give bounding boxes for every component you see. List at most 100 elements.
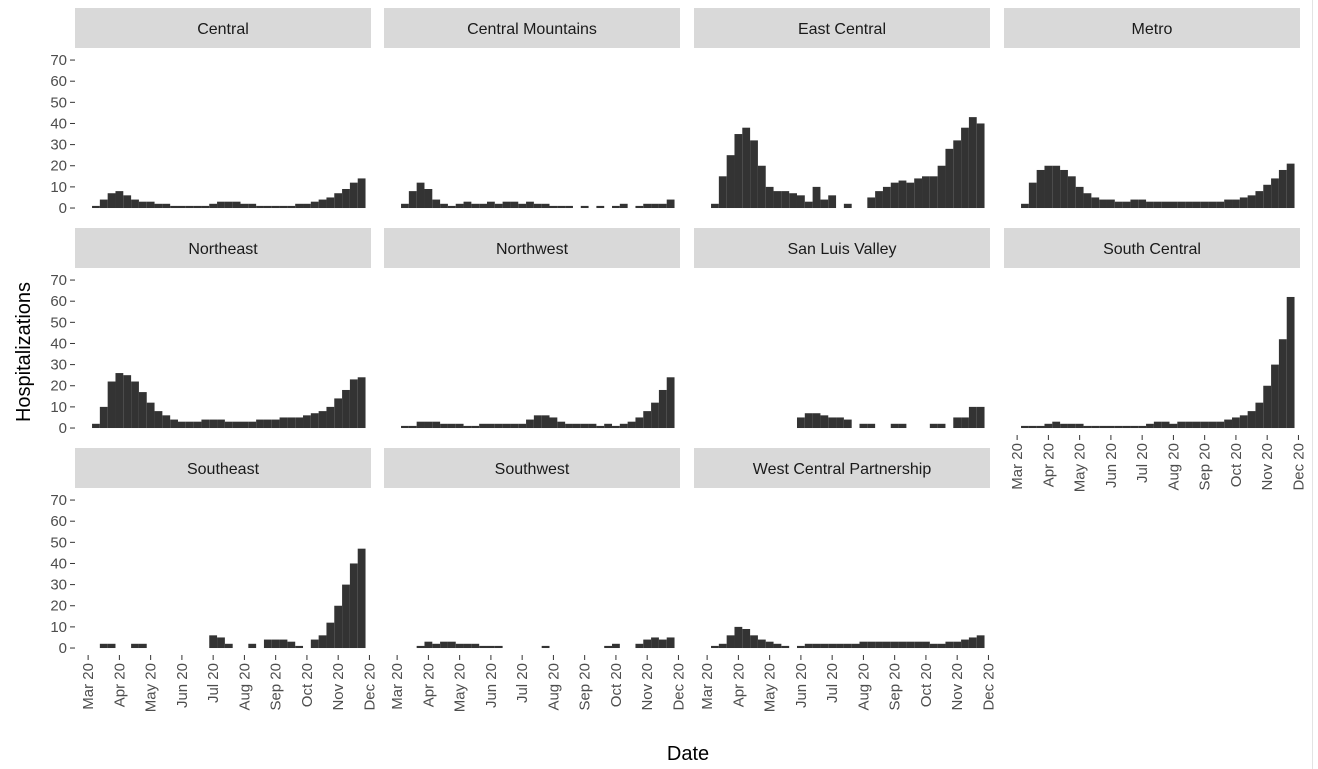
bar [867, 197, 876, 209]
bar [1083, 425, 1092, 429]
bar [342, 584, 350, 649]
bar [1192, 421, 1201, 429]
bar [1192, 201, 1201, 209]
bar [502, 423, 511, 429]
x-tick-label: May 20 [452, 663, 469, 712]
bar [287, 205, 296, 209]
bar [408, 425, 417, 429]
bar [263, 419, 272, 429]
x-tick-label: Oct 20 [918, 663, 935, 707]
bar [1091, 425, 1100, 429]
bar [263, 205, 272, 209]
x-tick-label: Sep 20 [577, 663, 594, 711]
bar [357, 548, 366, 649]
bar [651, 637, 659, 649]
bar [518, 203, 527, 209]
bar [131, 199, 139, 209]
bar [455, 643, 464, 649]
x-tick-label: Dec 20 [1290, 443, 1307, 491]
x-tick-label: Jun 20 [483, 663, 500, 708]
bar [217, 637, 225, 649]
bar [666, 199, 675, 209]
bar [432, 643, 441, 649]
x-tick-label: Dec 20 [670, 663, 687, 711]
bar [248, 643, 257, 649]
bar [1169, 423, 1178, 429]
bar [1114, 201, 1123, 209]
bar [726, 155, 735, 209]
bar [635, 205, 644, 209]
bar [99, 406, 108, 429]
bar [326, 406, 335, 429]
bar [303, 203, 311, 209]
bar [209, 203, 218, 209]
y-tick-label: 40 [50, 555, 67, 572]
bar [1114, 425, 1123, 429]
bar [240, 421, 249, 429]
bar [154, 411, 163, 429]
bar [357, 377, 366, 429]
bar [1122, 425, 1131, 429]
strip [694, 228, 990, 268]
bar [271, 419, 280, 429]
bar [447, 641, 456, 649]
x-tick-label: Apr 20 [111, 663, 128, 707]
bar [953, 140, 962, 209]
bar [115, 373, 124, 429]
bar [416, 421, 425, 429]
bar [812, 186, 821, 209]
y-tick-label: 70 [50, 272, 67, 289]
y-tick-label: 30 [50, 357, 67, 374]
x-tick-label: Nov 20 [330, 663, 347, 711]
y-axis-title: Hospitalizations [13, 282, 35, 422]
bar [518, 423, 527, 429]
bar [604, 645, 613, 649]
strip [694, 448, 990, 488]
y-tick-label: 20 [50, 158, 67, 175]
bar [953, 417, 962, 429]
bar [486, 423, 495, 429]
bar [1021, 425, 1029, 429]
bar [455, 203, 464, 209]
bar [890, 182, 899, 209]
bar [619, 203, 628, 209]
y-tick-label: 50 [50, 314, 67, 331]
bar [734, 134, 743, 209]
bar [1185, 201, 1193, 209]
bar [968, 637, 977, 649]
bar [224, 421, 233, 429]
bar [440, 203, 448, 209]
bar [1099, 425, 1107, 429]
bar [1060, 169, 1068, 209]
bar [279, 205, 288, 209]
bar [1122, 201, 1131, 209]
bar [510, 201, 519, 209]
bar [1239, 415, 1248, 429]
bar [937, 423, 946, 429]
bar [843, 643, 852, 649]
bar [486, 201, 495, 209]
bar [471, 425, 480, 429]
bar [1200, 201, 1209, 209]
bar [781, 191, 790, 209]
strip [1004, 228, 1300, 268]
bar [612, 205, 620, 209]
strip [75, 448, 371, 488]
y-tick-label: 50 [50, 94, 67, 111]
bar [1185, 421, 1193, 429]
bar [922, 641, 930, 649]
bar [557, 205, 566, 209]
bar [177, 205, 186, 209]
bar [138, 201, 147, 209]
bar [232, 421, 241, 429]
x-tick-label: Sep 20 [887, 663, 904, 711]
bar [773, 191, 782, 209]
bar [92, 205, 100, 209]
bar [318, 411, 327, 429]
x-axis-title: Date [667, 743, 709, 765]
bar [424, 421, 433, 429]
bar [796, 417, 805, 429]
bar [424, 188, 433, 209]
bar [1130, 425, 1139, 429]
bar [961, 639, 969, 649]
